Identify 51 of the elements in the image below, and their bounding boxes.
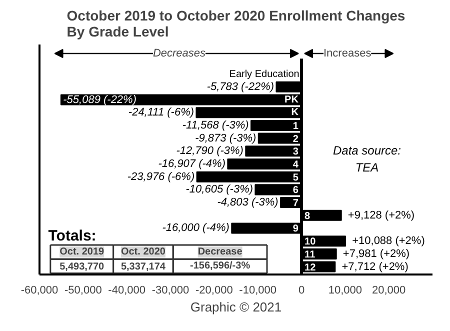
data-label: -55,089 (-22%) bbox=[63, 94, 137, 106]
y-tick-label: 4 bbox=[292, 159, 299, 170]
data-label: -11,568 (-3%) bbox=[182, 119, 250, 132]
data-label: -5,783 (-22%) bbox=[206, 80, 274, 93]
data-label: -9,873 (-3%) bbox=[195, 132, 257, 144]
data-label: -23,976 (-6%) bbox=[127, 170, 195, 183]
data-label: +7,981 (+2%) bbox=[342, 248, 410, 260]
data-label: -16,907 (-4%) bbox=[158, 158, 226, 170]
data-label: +10,088 (+2%) bbox=[352, 235, 425, 248]
y-tick-label: 8 bbox=[304, 210, 311, 222]
data-label: -16,000 (-4%) bbox=[162, 222, 230, 234]
text: Graphic © 2021 bbox=[190, 300, 282, 314]
annotation: Decrease bbox=[198, 246, 243, 258]
annotation: 5,493,770 bbox=[60, 262, 105, 273]
y-tick-label: 2 bbox=[292, 134, 299, 145]
x-tick-label: -40,000 bbox=[108, 284, 146, 296]
data-label: -24,111 (-6%) bbox=[128, 106, 194, 119]
x-tick-label: -10,000 bbox=[239, 284, 276, 296]
annotation: 5,337,174 bbox=[120, 262, 166, 273]
data-label: -12,790 (-3%) bbox=[176, 145, 244, 158]
x-tick-label: -60,000 bbox=[20, 284, 58, 296]
annotation: Oct. 2020 bbox=[120, 246, 166, 258]
y-tick-label: Early Education bbox=[229, 68, 300, 80]
chart-title: October 2019 to October 2020 Enrollment Changes By Grade Level bbox=[66, 8, 406, 40]
y-tick-label: K bbox=[291, 107, 300, 118]
y-tick-label: 5 bbox=[292, 172, 299, 184]
x-tick-label: 20,000 bbox=[372, 284, 406, 296]
y-tick-label: 7 bbox=[292, 198, 299, 210]
x-tick-label: 10,000 bbox=[328, 284, 362, 296]
annotation: Decreases bbox=[152, 47, 206, 60]
x-tick-label: 0 bbox=[298, 284, 305, 296]
y-tick-label: 1 bbox=[292, 120, 299, 132]
y-tick-label: PK bbox=[284, 94, 300, 106]
x-tick-label: -20,000 bbox=[196, 284, 233, 296]
annotation: Increases bbox=[324, 47, 372, 60]
y-tick-label: 12 bbox=[304, 262, 316, 274]
annotation: Oct. 2019 bbox=[60, 246, 105, 258]
data-label: -4,803 (-3%) bbox=[217, 196, 279, 209]
annotation: -156,596/-3% bbox=[190, 260, 250, 272]
y-tick-label: 10 bbox=[304, 236, 316, 248]
y-tick-label: 9 bbox=[292, 224, 299, 235]
y-tick-label: 3 bbox=[292, 146, 299, 158]
annotation: Totals: bbox=[48, 227, 96, 244]
data-label: -10,605 (-3%) bbox=[186, 184, 254, 196]
y-tick-label: 11 bbox=[304, 249, 316, 260]
x-tick-label: -30,000 bbox=[152, 284, 190, 296]
annotation: Data source: TEA bbox=[332, 143, 402, 174]
data-label: +7,712 (+2%) bbox=[342, 260, 408, 273]
data-label: +9,128 (+2%) bbox=[348, 209, 415, 222]
x-tick-label: -50,000 bbox=[64, 284, 102, 296]
y-tick-label: 6 bbox=[292, 185, 299, 196]
